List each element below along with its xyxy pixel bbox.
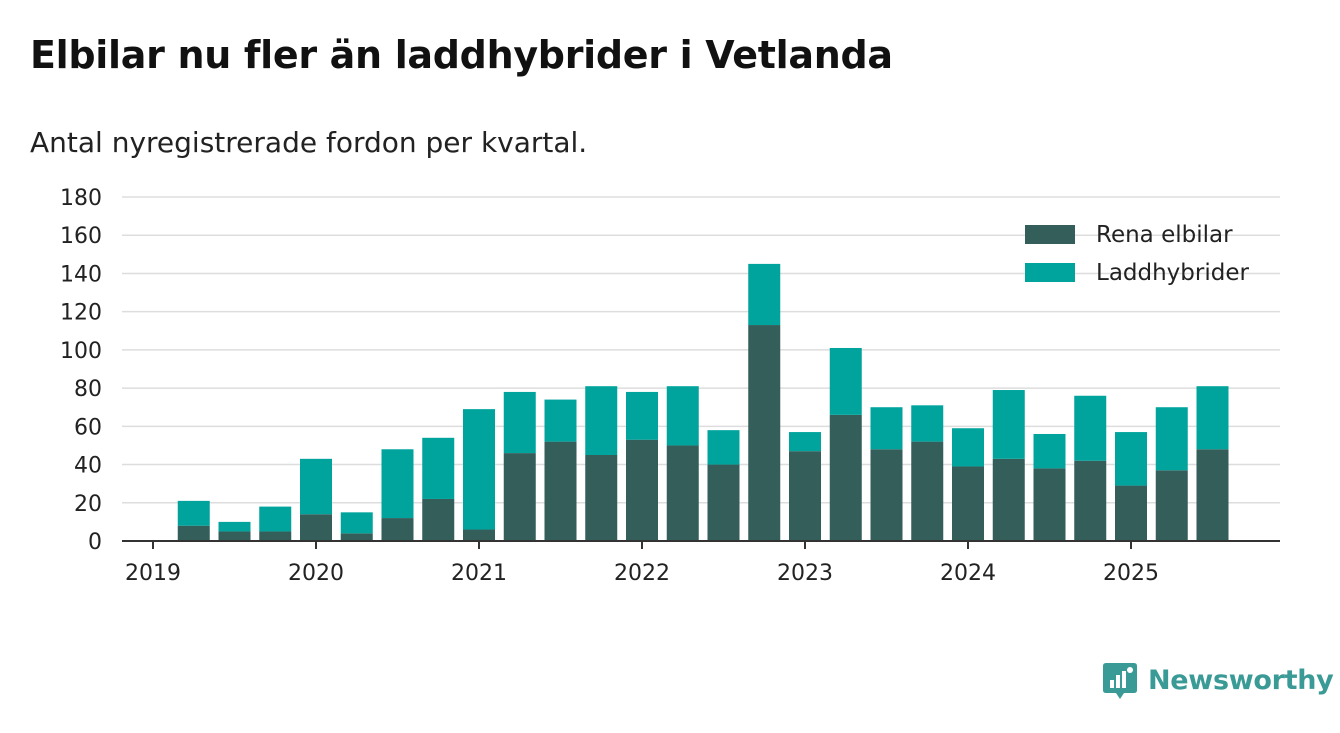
bar-rena-elbilar bbox=[585, 455, 618, 541]
bar-laddhybrider bbox=[381, 449, 414, 519]
y-tick-label: 80 bbox=[74, 377, 102, 402]
newsworthy-logo-icon bbox=[1103, 663, 1137, 699]
bar-rena-elbilar bbox=[1155, 470, 1188, 541]
gridlines bbox=[122, 196, 1280, 504]
y-tick-label: 120 bbox=[60, 301, 102, 326]
x-tick-label: 2024 bbox=[940, 561, 996, 586]
brand-logo: Newsworthy bbox=[1102, 660, 1334, 700]
y-tick-label: 0 bbox=[88, 530, 102, 555]
bar-rena-elbilar bbox=[503, 453, 536, 541]
bar-laddhybrider bbox=[1115, 432, 1147, 486]
bar-laddhybrider bbox=[911, 405, 944, 442]
legend-swatch bbox=[1025, 225, 1075, 244]
bars bbox=[177, 263, 1229, 541]
y-tick-label: 40 bbox=[74, 454, 102, 479]
x-tick-label: 2025 bbox=[1103, 561, 1159, 586]
bar-rena-elbilar bbox=[300, 514, 332, 541]
legend-label: Laddhybrider bbox=[1096, 260, 1249, 286]
bar-laddhybrider bbox=[870, 407, 903, 450]
bar-rena-elbilar bbox=[626, 439, 658, 541]
bar-laddhybrider bbox=[340, 512, 373, 534]
bar-laddhybrider bbox=[585, 386, 618, 455]
x-tick-label: 2021 bbox=[451, 561, 507, 586]
y-tick-label: 60 bbox=[74, 415, 102, 440]
bar-laddhybrider bbox=[829, 347, 862, 415]
y-tick-label: 140 bbox=[60, 262, 102, 287]
bar-laddhybrider bbox=[626, 391, 658, 440]
x-tick-label: 2023 bbox=[777, 561, 833, 586]
x-tick-label: 2020 bbox=[288, 561, 344, 586]
bar-laddhybrider bbox=[218, 521, 251, 532]
bar-rena-elbilar bbox=[911, 441, 944, 541]
bar-rena-elbilar bbox=[1074, 460, 1107, 541]
bar-laddhybrider bbox=[463, 409, 495, 530]
axes: 0 20 40 60 80 100 120 140 160 180 2019 2020 2021 2022… bbox=[60, 186, 1280, 586]
bar-rena-elbilar bbox=[992, 458, 1025, 541]
bar-laddhybrider bbox=[992, 390, 1025, 459]
y-tick-label: 20 bbox=[74, 492, 102, 517]
brand-name: Newsworthy bbox=[1148, 664, 1334, 696]
bar-laddhybrider bbox=[789, 432, 821, 452]
chart-subtitle: Antal nyregistrerade fordon per kvartal. bbox=[30, 126, 588, 159]
bar-laddhybrider bbox=[1033, 433, 1066, 469]
bar-laddhybrider bbox=[544, 399, 577, 442]
chart-title: Elbilar nu fler än laddhybrider i Vetlan… bbox=[30, 33, 893, 77]
bar-rena-elbilar bbox=[707, 464, 740, 541]
bar-laddhybrider bbox=[300, 458, 332, 515]
bar-laddhybrider bbox=[1196, 386, 1229, 450]
bar-laddhybrider bbox=[748, 263, 781, 326]
bar-laddhybrider bbox=[1074, 395, 1107, 461]
bar-rena-elbilar bbox=[259, 531, 292, 541]
bar-rena-elbilar bbox=[218, 531, 251, 541]
bar-laddhybrider bbox=[259, 506, 292, 532]
bar-rena-elbilar bbox=[422, 498, 455, 541]
bar-rena-elbilar bbox=[340, 533, 373, 541]
x-tick-label: 2019 bbox=[125, 561, 181, 586]
legend-swatch bbox=[1025, 263, 1075, 282]
bar-rena-elbilar bbox=[789, 451, 821, 541]
bar-laddhybrider bbox=[952, 428, 984, 467]
bar-rena-elbilar bbox=[1196, 449, 1229, 541]
bar-rena-elbilar bbox=[829, 414, 862, 541]
bar-laddhybrider bbox=[422, 437, 455, 499]
legend: Rena elbilar Laddhybrider bbox=[1025, 222, 1249, 286]
bar-laddhybrider bbox=[1155, 407, 1188, 471]
bar-rena-elbilar bbox=[177, 525, 210, 541]
bar-rena-elbilar bbox=[666, 445, 699, 541]
bar-rena-elbilar bbox=[381, 518, 414, 541]
y-tick-label: 100 bbox=[60, 339, 102, 364]
bar-laddhybrider bbox=[503, 391, 536, 454]
x-tick-label: 2022 bbox=[614, 561, 670, 586]
bar-laddhybrider bbox=[707, 430, 740, 465]
bar-rena-elbilar bbox=[870, 449, 903, 541]
bar-rena-elbilar bbox=[544, 441, 577, 541]
bar-rena-elbilar bbox=[1033, 468, 1066, 541]
bar-laddhybrider bbox=[666, 386, 699, 446]
bar-rena-elbilar bbox=[748, 325, 781, 541]
y-tick-label: 160 bbox=[60, 224, 102, 249]
y-tick-label: 180 bbox=[60, 186, 102, 211]
bar-rena-elbilar bbox=[952, 466, 984, 541]
bar-rena-elbilar bbox=[1115, 485, 1147, 541]
bar-laddhybrider bbox=[177, 500, 210, 526]
bar-rena-elbilar bbox=[463, 529, 495, 541]
legend-label: Rena elbilar bbox=[1096, 222, 1233, 248]
